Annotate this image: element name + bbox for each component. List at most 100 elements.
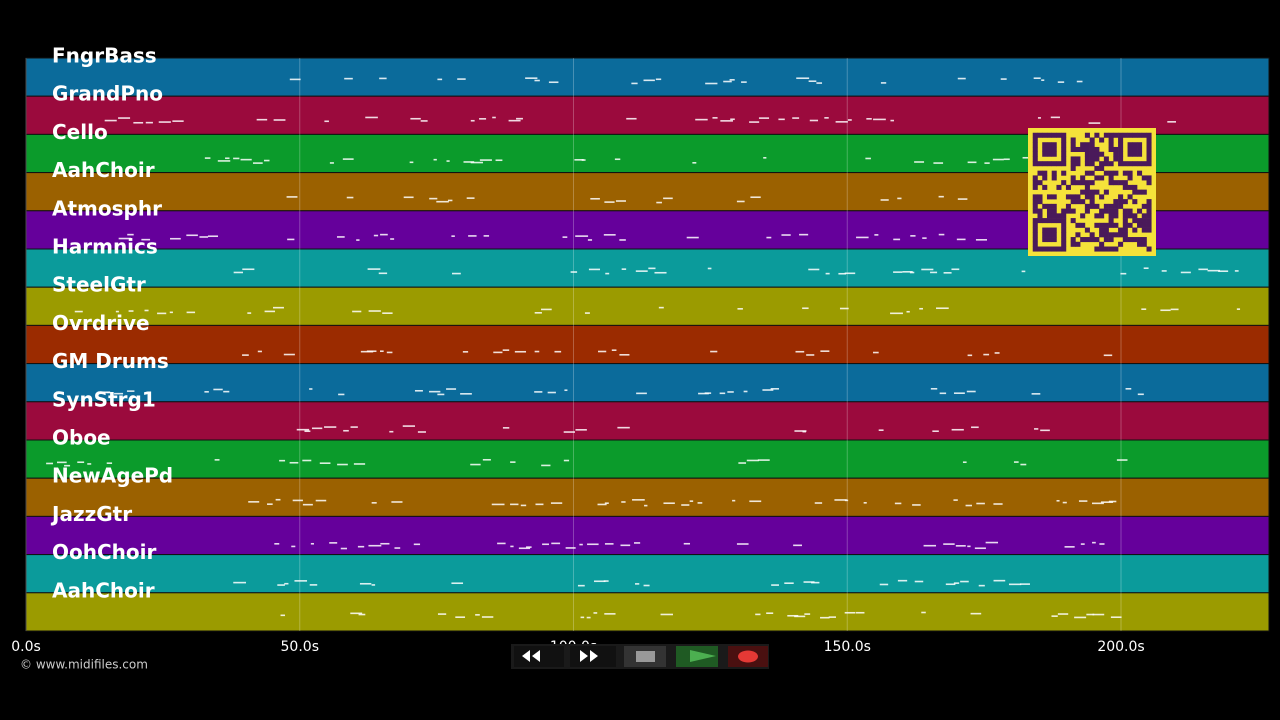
note [104,119,117,122]
qr-module [1108,161,1114,167]
rewind-button[interactable] [514,646,564,667]
qr-module [1103,208,1109,214]
note [1180,271,1191,274]
note [643,79,655,82]
note [621,268,627,270]
note [921,268,934,271]
note [778,118,785,121]
note [626,117,637,120]
note [280,614,286,617]
note [264,310,276,313]
qr-module [1032,199,1038,205]
qr-module [1141,222,1147,228]
qr-module [1122,184,1128,190]
note [874,234,879,236]
qr-module [1118,156,1124,162]
note [631,82,638,85]
qr-module [1099,232,1105,238]
qr-module [1108,170,1114,176]
qr-module [1137,132,1143,138]
note [1056,499,1060,502]
note [429,197,438,200]
note [897,197,902,200]
note [433,158,437,161]
note [575,235,589,237]
qr-module [1137,170,1143,176]
note [712,117,718,119]
note [865,157,871,160]
qr-module [1032,203,1038,209]
note [133,121,144,124]
note [350,426,358,428]
qr-module [1032,151,1038,157]
qr-module [1051,175,1057,181]
note [329,162,334,164]
note [565,547,576,549]
qr-module [1141,189,1147,195]
note [56,461,67,464]
note [447,199,453,202]
note [880,82,887,84]
qr-module [1108,180,1114,186]
note [824,117,829,119]
qr-module [1146,222,1152,228]
note [115,310,119,313]
qr-module [1070,237,1076,243]
note [1020,463,1027,466]
qr-module [1113,132,1119,138]
qr-module [1070,137,1076,143]
qr-module [1118,137,1124,143]
note [755,613,761,616]
qr-module [1137,218,1143,224]
qr-module [1070,142,1076,148]
record-button[interactable] [728,646,768,667]
qr-module [1080,175,1086,181]
qr-module [1132,146,1138,153]
note [1092,502,1104,505]
note [286,196,298,198]
qr-module [1042,227,1048,233]
qr-code [1028,128,1156,256]
qr-module [1046,227,1053,233]
qr-module [1065,203,1071,209]
track-lane [25,286,1270,326]
note [365,116,378,119]
track-lane [25,439,1270,479]
qr-module [1108,142,1114,148]
qr-module [1127,175,1133,181]
qr-module [1108,218,1114,224]
play-button[interactable] [676,646,718,667]
track-lane [25,363,1270,403]
note [409,161,414,164]
qr-module [1146,208,1152,214]
note [481,616,494,618]
note [619,354,630,356]
note [957,77,966,80]
note [932,430,939,433]
stop-button[interactable] [624,646,666,667]
note [1099,543,1105,545]
note [894,502,902,505]
note [214,459,220,461]
qr-module [1061,222,1067,228]
note [470,463,481,466]
note [953,582,960,584]
qr-module [1094,146,1100,153]
qr-module [1118,227,1124,233]
note [771,584,779,586]
qr-module [1141,241,1147,247]
qr-module [1051,142,1057,148]
track-name: Oboe [52,426,111,450]
qr-module [1127,132,1133,138]
note [551,542,561,545]
note [719,392,726,395]
time-tick-label: 0.0s [11,639,41,655]
note [663,197,673,200]
forward-button[interactable] [570,646,616,667]
qr-module [1146,246,1152,252]
qr-module [1070,165,1076,171]
qr-module [1113,222,1119,228]
note [970,612,982,615]
note [417,431,426,433]
note [781,234,791,236]
